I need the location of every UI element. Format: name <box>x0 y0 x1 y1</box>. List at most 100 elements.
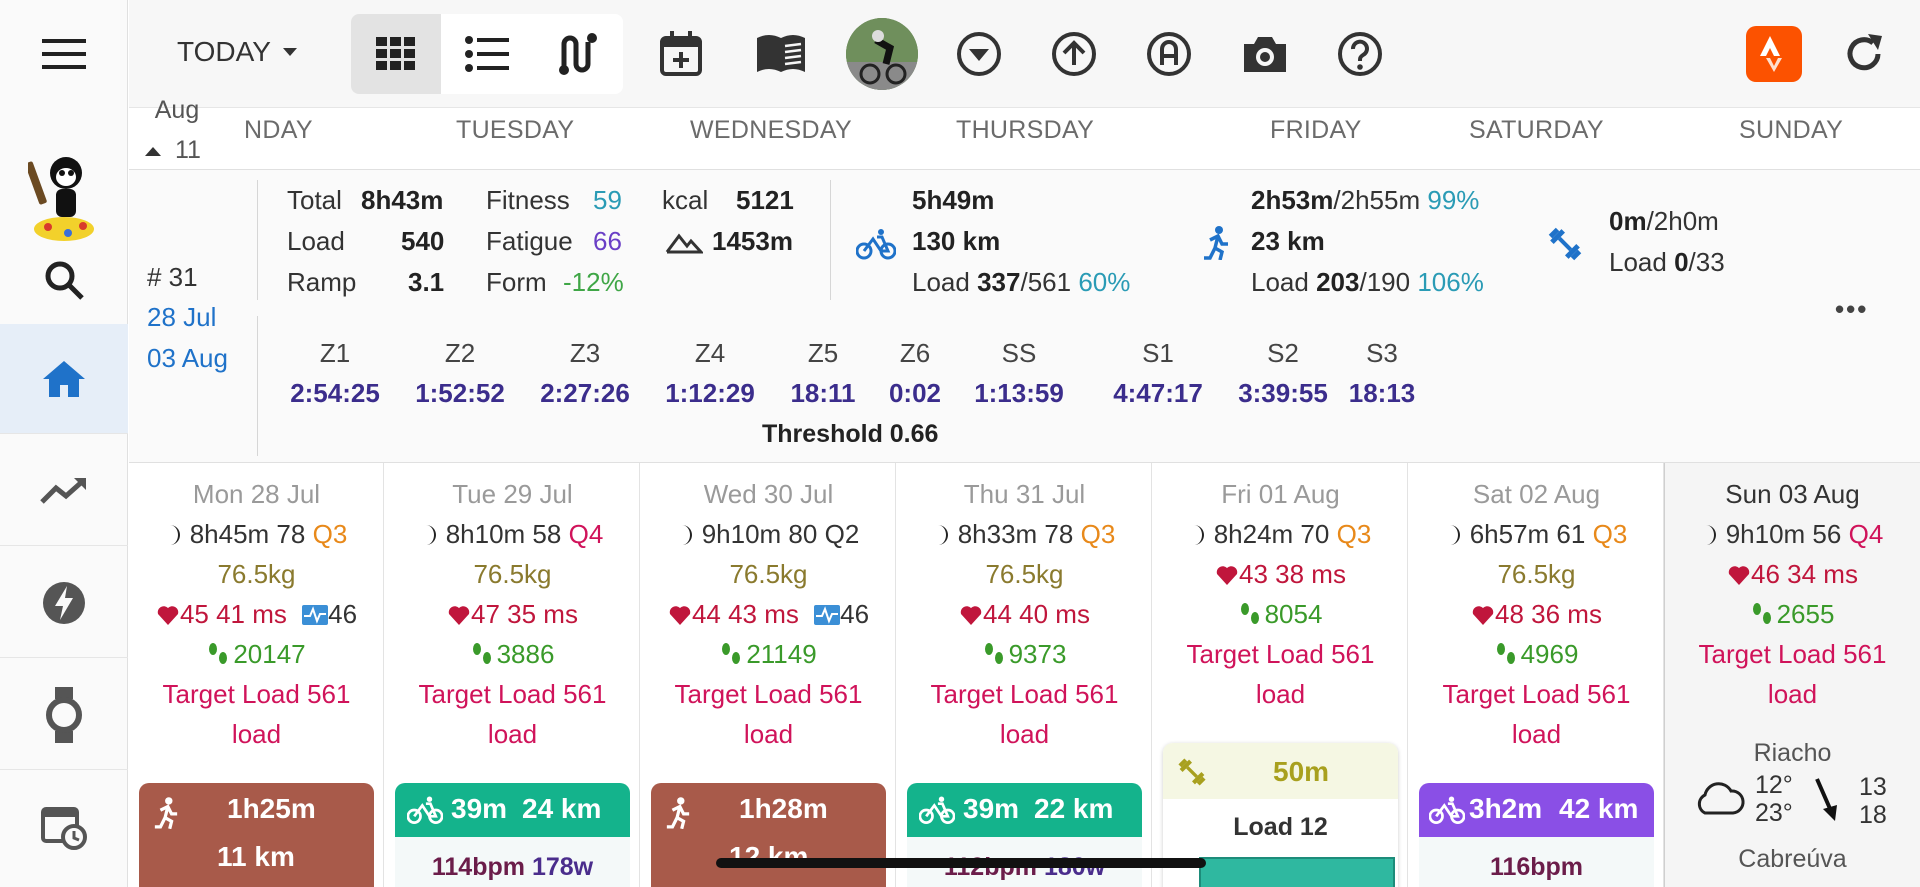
nav-devices[interactable] <box>0 660 128 770</box>
ride-distance: 130 km <box>912 226 1001 256</box>
menu-button[interactable] <box>0 0 128 108</box>
circle-up-icon <box>1052 32 1096 76</box>
hr-row: 45 41 ms 46 <box>129 599 383 630</box>
upload-button[interactable] <box>1042 18 1106 90</box>
sidebar <box>0 0 128 887</box>
wind-speed: 13 <box>1859 773 1887 801</box>
strava-icon <box>1760 36 1782 72</box>
target-load-unit: load <box>487 719 538 749</box>
route-icon <box>559 33 597 75</box>
nav-trends[interactable] <box>0 436 128 546</box>
sleep-value: 8h45m 78 <box>189 519 306 549</box>
weight: 76.5kg <box>729 559 808 589</box>
steps-row: 4969 <box>1409 639 1663 670</box>
collapse-button[interactable] <box>947 18 1011 90</box>
day-column-wed[interactable]: Wed 30 Jul 9h10m 80 Q2 76.5kg 44 43 ms 4… <box>641 463 896 887</box>
search-button[interactable] <box>0 240 128 320</box>
bolt-icon <box>43 581 85 624</box>
day-column-thu[interactable]: Thu 31 Jul 8h33m 78 Q3 76.5kg 44 40 ms 9… <box>897 463 1152 887</box>
zone-value: 1:12:29 <box>665 378 755 408</box>
period-label: TODAY <box>177 36 271 67</box>
total-value: 8h43m <box>361 185 444 215</box>
elevation-value: 1453m <box>712 226 793 256</box>
ride-load-target: /561 <box>1020 267 1072 297</box>
nav-home[interactable] <box>0 324 128 434</box>
hrv-value: 44 43 ms <box>691 599 799 629</box>
avatar[interactable] <box>846 18 918 90</box>
zone-label: Z5 <box>807 338 839 368</box>
moon-icon <box>1449 525 1460 545</box>
day-column-mon[interactable]: Mon 28 Jul 8h45m 78 Q3 76.5kg 45 41 ms 4… <box>129 463 384 887</box>
heart-icon <box>669 606 691 625</box>
weight: 76.5kg <box>1497 559 1576 589</box>
activity-card-run[interactable]: 1h25m 11 km <box>139 783 374 887</box>
top-toolbar: TODAY <box>129 0 1920 108</box>
day-column-tue[interactable]: Tue 29 Jul 8h10m 58 Q4 76.5kg 47 35 ms 3… <box>385 463 640 887</box>
wind-arrow-icon <box>1815 778 1837 821</box>
nav-history[interactable] <box>0 772 128 882</box>
ramp-value: 46 <box>328 599 358 629</box>
hrv-value: 46 34 ms <box>1751 559 1858 589</box>
grid-view-button[interactable] <box>351 14 441 94</box>
hr-row: 48 36 ms <box>1409 599 1663 630</box>
run-load: Load 203/190 106% <box>1251 267 1484 298</box>
activity-distance: 42 km <box>1559 793 1639 824</box>
day-header-wed: WEDNESDAY <box>690 116 852 144</box>
sleep-row: 8h10m 58 Q4 <box>385 519 639 550</box>
sleep-value: 9h10m 80 <box>701 519 818 549</box>
total-label: Total <box>287 185 342 215</box>
steps-row: 20147 <box>129 639 383 670</box>
home-indicator[interactable] <box>716 858 1206 868</box>
book-icon <box>757 35 805 72</box>
help-button[interactable] <box>1328 18 1392 90</box>
week-nav-up[interactable]: 11 <box>143 136 201 165</box>
circle-a-icon <box>1147 32 1191 76</box>
day-column-sat[interactable]: Sat 02 Aug 6h57m 61 Q3 76.5kg 48 36 ms 4… <box>1409 463 1664 887</box>
day-date: Fri 01 Aug <box>1221 479 1340 509</box>
sleep-row: 8h33m 78 Q3 <box>897 519 1151 550</box>
refresh-button[interactable] <box>1832 18 1896 90</box>
divider <box>257 180 258 300</box>
sleep-quality: Q3 <box>1080 519 1116 549</box>
heart-icon <box>1216 566 1238 585</box>
search-icon <box>45 261 84 300</box>
a-button[interactable] <box>1137 18 1201 90</box>
library-button[interactable] <box>749 18 813 90</box>
sleep-quality: Q2 <box>824 519 860 549</box>
week-number: # 31 <box>147 262 198 292</box>
add-calendar-button[interactable] <box>649 18 713 90</box>
day-header-sun: SUNDAY <box>1739 116 1844 144</box>
zone-label: SS <box>1001 338 1037 368</box>
ramp-icon <box>814 605 841 625</box>
cloud-icon <box>1697 782 1745 815</box>
activity-card-ride[interactable]: 3h2m 42 km 116bpm <box>1419 783 1654 887</box>
camera-button[interactable] <box>1233 18 1297 90</box>
zone-value: 18:13 <box>1348 378 1416 408</box>
weekday-header: Aug 11 NDAY TUESDAY WEDNESDAY THURSDAY F… <box>129 96 1920 170</box>
hr-row: 43 38 ms <box>1153 559 1407 590</box>
activity-card-ride[interactable]: 39m 22 km 112bpm 180w <box>907 783 1142 887</box>
run-time-value: 2h53m <box>1251 185 1334 215</box>
activity-card-ride[interactable]: 39m 24 km 114bpm 178w <box>395 783 630 887</box>
more-options-button[interactable]: ••• <box>1835 294 1869 324</box>
week-end[interactable]: 03 Aug <box>147 343 228 373</box>
ride-load-pct: 60% <box>1078 267 1131 297</box>
period-selector[interactable]: TODAY <box>177 36 299 68</box>
day-column-fri[interactable]: Fri 01 Aug 8h24m 70 Q3 43 38 ms 8054 Tar… <box>1153 463 1408 887</box>
strava-button[interactable] <box>1746 26 1802 82</box>
nav-power[interactable] <box>0 548 128 658</box>
run-time-target: /2h55m <box>1333 185 1421 215</box>
ride-load-value: 337 <box>977 267 1021 297</box>
ride-load-label: Load <box>912 267 970 297</box>
activity-card-run[interactable]: 1h28m 12 km <box>651 783 886 887</box>
day-column-sun[interactable]: Sun 03 Aug 9h10m 56 Q4 46 34 ms 2655 Tar… <box>1664 463 1920 887</box>
run-distance: 23 km <box>1251 226 1325 256</box>
list-view-button[interactable] <box>442 14 532 94</box>
week-start[interactable]: 28 Jul <box>147 302 217 332</box>
day-date: Tue 29 Jul <box>452 479 573 509</box>
menu-icon <box>42 39 86 69</box>
steps-icon <box>1752 603 1771 624</box>
route-view-button[interactable] <box>533 14 623 94</box>
sleep-value: 6h57m 61 <box>1469 519 1586 549</box>
steps-value: 4969 <box>1520 639 1579 669</box>
